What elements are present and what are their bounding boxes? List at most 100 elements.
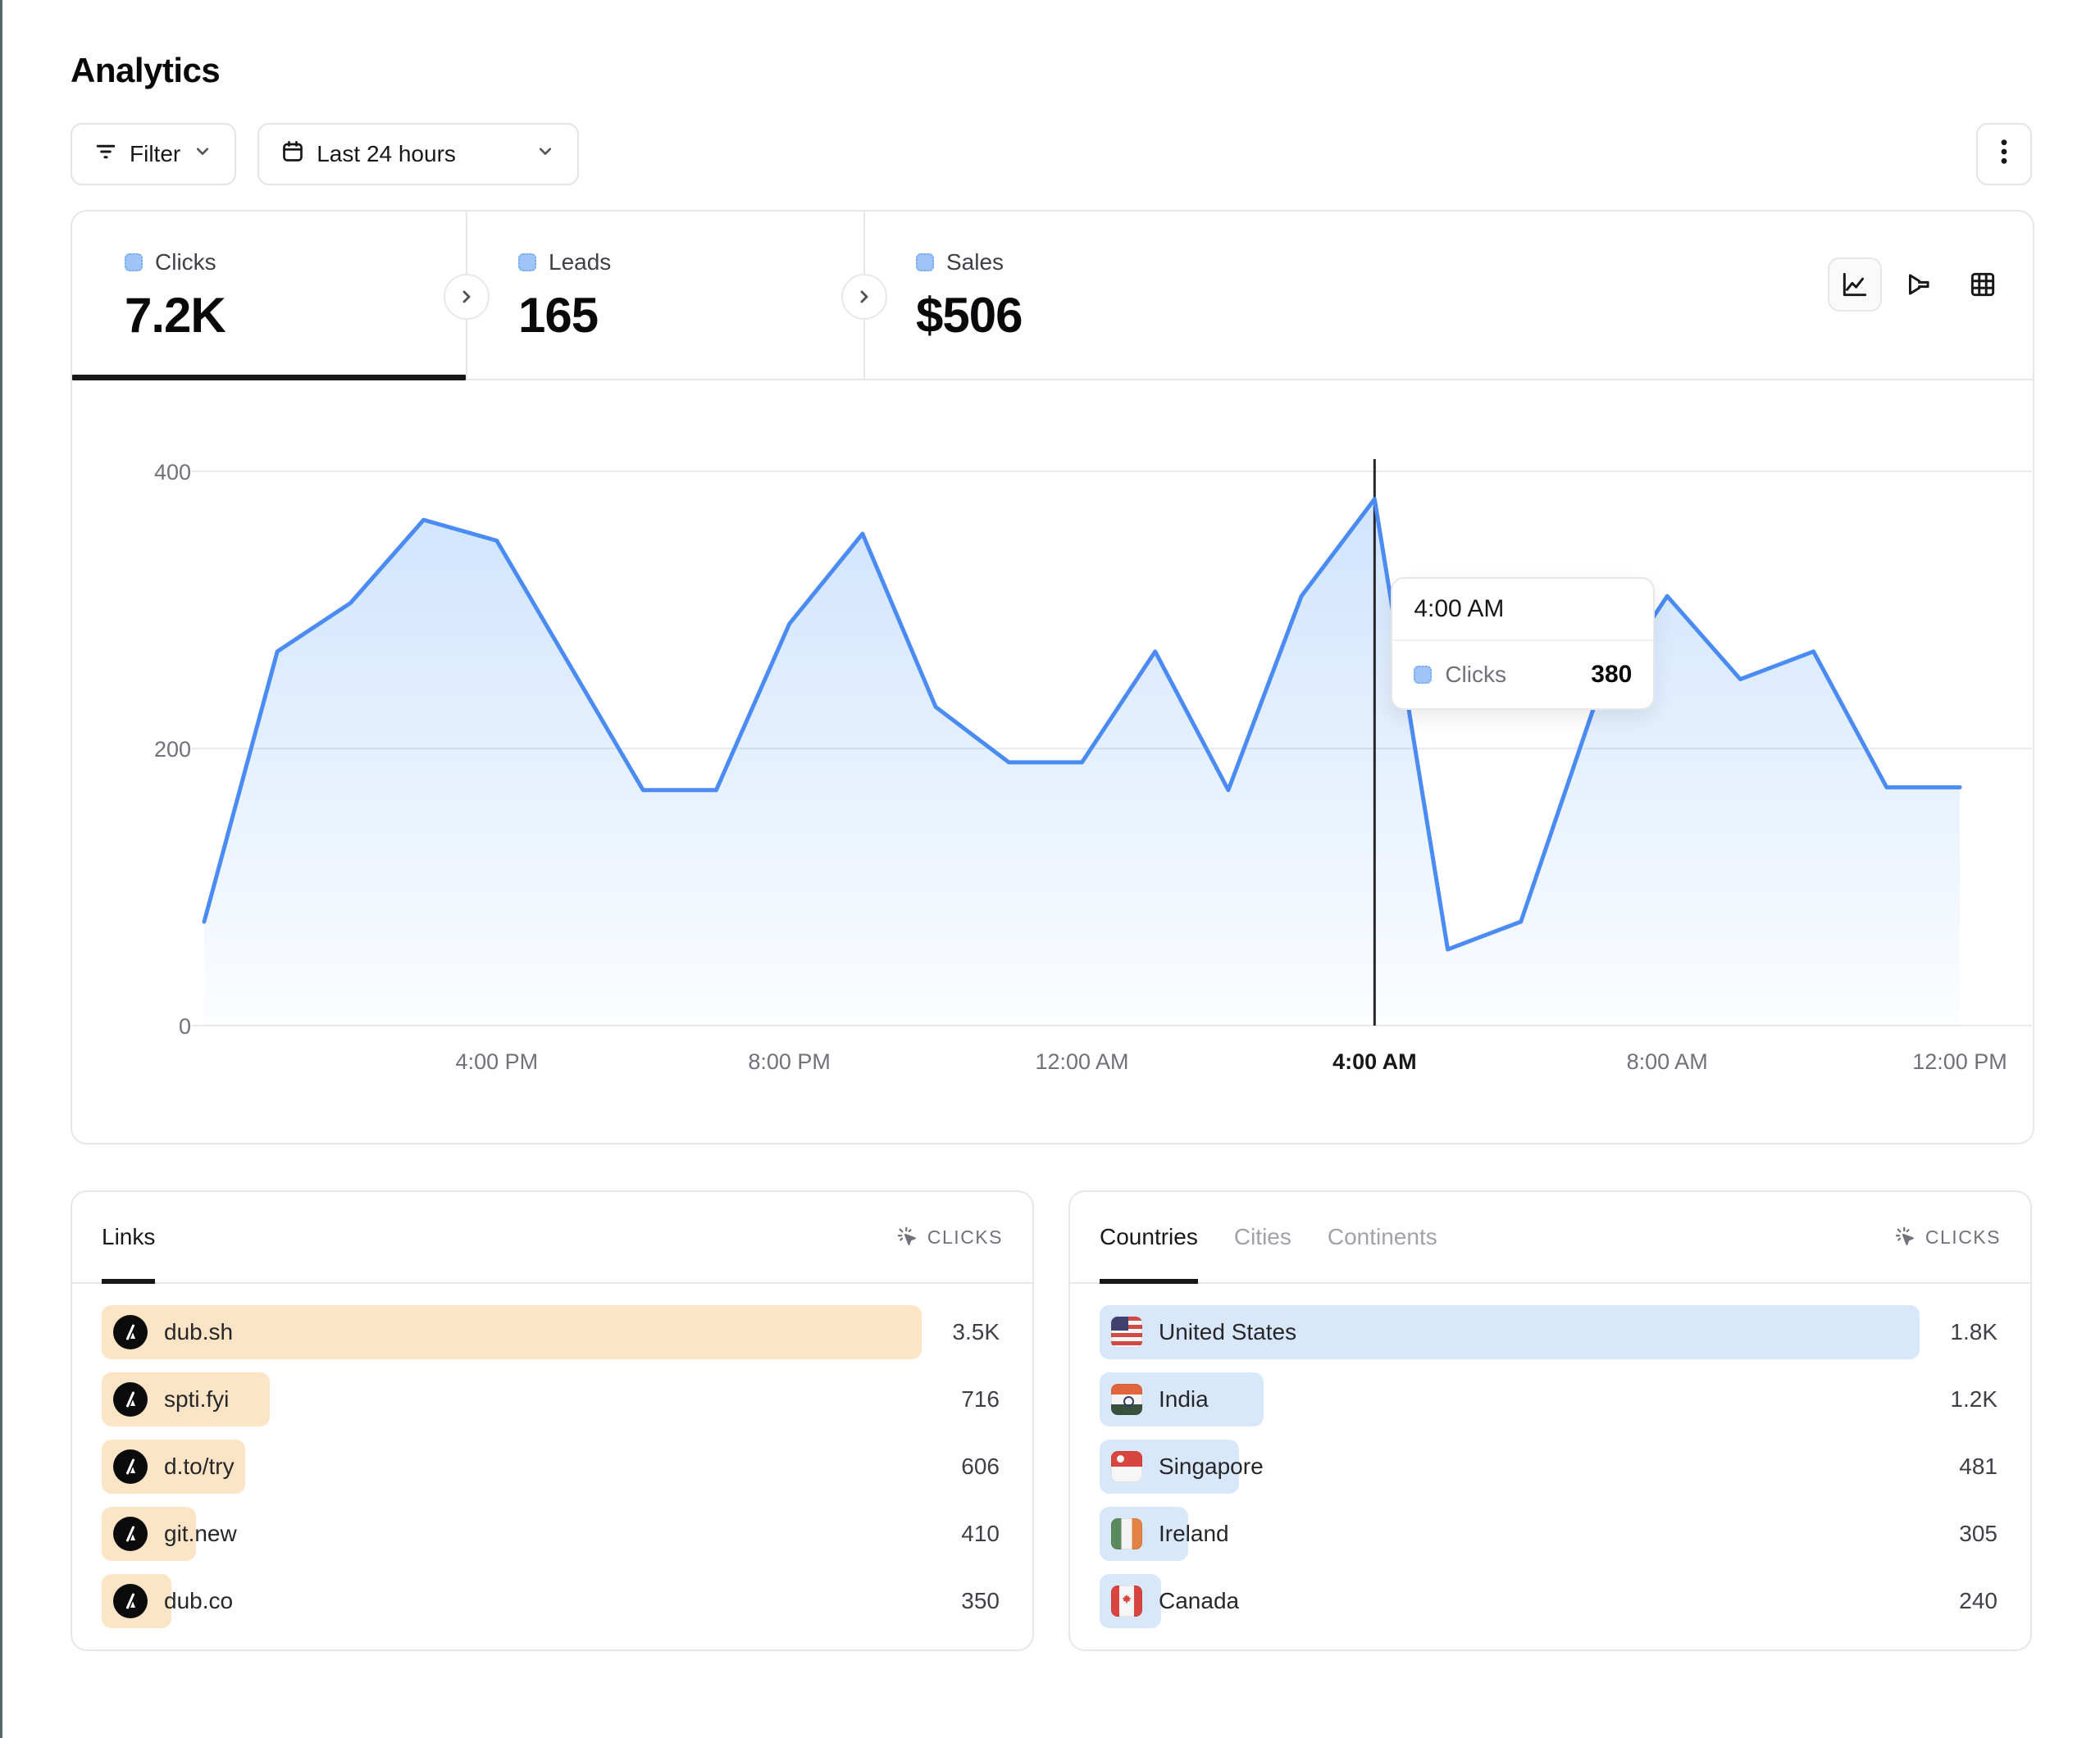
list-item-label: dub.co [164, 1588, 234, 1613]
dub-logo-icon [113, 1449, 148, 1484]
filter-icon [93, 139, 118, 170]
list-item[interactable]: Ireland 305 [1100, 1507, 2001, 1561]
metric-value: $506 [916, 288, 1023, 343]
metric-value: 7.2K [125, 288, 226, 343]
tab-continents[interactable]: Continents [1327, 1224, 1437, 1249]
x-axis-label: 8:00 PM [748, 1049, 831, 1074]
y-axis-label: 400 [154, 460, 191, 485]
list-item-value: 410 [961, 1521, 1000, 1546]
tooltip-value: 380 [1591, 661, 1633, 688]
filter-button-label: Filter [130, 141, 181, 166]
metric-value: 165 [518, 288, 599, 343]
line-chart-icon [1843, 272, 1867, 297]
list-item-value: 606 [961, 1454, 1000, 1479]
y-axis-label: 0 [179, 1014, 191, 1039]
expand-leads-button[interactable] [444, 274, 490, 320]
funnel-view-button[interactable] [1892, 257, 1946, 312]
click-share-bar [1100, 1305, 1920, 1359]
table-view-button[interactable] [1956, 257, 2010, 312]
dub-logo-icon [113, 1584, 148, 1618]
tooltip-legend-square [1414, 666, 1433, 684]
list-item[interactable]: git.new 410 [102, 1507, 1003, 1561]
list-item[interactable]: dub.co 350 [102, 1574, 1003, 1628]
expand-sales-button[interactable] [841, 274, 887, 320]
grid-icon [1970, 272, 1995, 297]
chart-view-switcher [1828, 257, 2010, 312]
list-item[interactable]: spti.fyi 716 [102, 1372, 1003, 1426]
chevron-right-icon [462, 290, 471, 303]
cursor-click-icon [897, 1226, 916, 1245]
list-item-label: Ireland [1159, 1521, 1229, 1546]
maple-leaf-icon [1122, 1594, 1132, 1604]
list-item[interactable]: United States 1.8K [1100, 1305, 2001, 1359]
sort-by-clicks[interactable]: CLICKS [1894, 1226, 2001, 1249]
sort-by-clicks[interactable]: CLICKS [896, 1226, 1003, 1249]
list-item-label: d.to/try [164, 1454, 235, 1479]
active-tab-indicator [72, 375, 466, 380]
y-axis-label: 200 [154, 737, 191, 762]
x-axis-label: 12:00 AM [1035, 1049, 1128, 1074]
flag-icon-us [1111, 1317, 1142, 1348]
metric-label: Sales [946, 249, 1004, 275]
dub-logo-icon [113, 1382, 148, 1417]
clicks-legend-square [125, 253, 143, 271]
click-share-bar [102, 1305, 922, 1359]
toolbar: Filter Last 24 hours [71, 123, 2032, 185]
analytics-page: Analytics Filter Last 24 hours [2, 0, 2100, 1651]
line-chart-view-button[interactable] [1828, 257, 1882, 312]
analytics-chart-card: Clicks 7.2K Leads 165 Sales $506 [71, 210, 2034, 1144]
list-item[interactable]: India 1.2K [1100, 1372, 2001, 1426]
links-panel-header: Links CLICKS [72, 1192, 1032, 1284]
clicks-chart-area[interactable]: 0 200 400 4:00 PM 8:00 PM 12:00 AM 4:00 AM 8:00… [72, 380, 2033, 1141]
tab-cities[interactable]: Cities [1233, 1224, 1291, 1249]
links-panel: Links CLICKS dub.sh 3.5K spti.fyi 716 [71, 1190, 1034, 1651]
clicks-area-chart: 0 200 400 4:00 PM 8:00 PM 12:00 AM 4:00 AM 8:00… [154, 459, 2032, 1074]
list-item-value: 1.8K [1950, 1319, 1998, 1344]
list-item-value: 350 [961, 1588, 1000, 1613]
chevron-down-icon [535, 141, 556, 168]
x-axis-label: 8:00 AM [1627, 1049, 1708, 1074]
flag-icon-in [1111, 1384, 1142, 1415]
date-range-button[interactable]: Last 24 hours [257, 123, 580, 185]
list-item-value: 481 [1959, 1454, 1998, 1479]
tab-countries[interactable]: Countries [1100, 1192, 1198, 1284]
tab-links[interactable]: Links [102, 1192, 156, 1284]
metric-tab-sales[interactable]: Sales $506 [863, 212, 1261, 379]
flag-icon-ie [1111, 1518, 1142, 1549]
list-item[interactable]: dub.sh 3.5K [102, 1305, 1003, 1359]
dub-logo-icon [113, 1315, 148, 1349]
metric-label: Clicks [155, 249, 216, 275]
date-range-label: Last 24 hours [317, 141, 456, 166]
metric-tabs-row: Clicks 7.2K Leads 165 Sales $506 [72, 212, 2033, 380]
list-item-value: 240 [1959, 1588, 1998, 1613]
dub-logo-icon [113, 1517, 148, 1551]
chevron-right-icon [860, 290, 868, 303]
metric-label: Leads [549, 249, 612, 275]
cursor-click-icon [1895, 1226, 1914, 1245]
countries-list: United States 1.8K India 1.2K Singapore … [1070, 1284, 2030, 1628]
tooltip-series-label: Clicks [1445, 662, 1506, 687]
page-title: Analytics [71, 51, 221, 89]
flag-icon-ca [1111, 1586, 1142, 1617]
list-item[interactable]: Canada 240 [1100, 1574, 2001, 1628]
filter-button[interactable]: Filter [71, 123, 237, 185]
metric-tab-leads[interactable]: Leads 165 [466, 212, 863, 379]
list-item-value: 3.5K [952, 1319, 1000, 1344]
x-axis-label: 4:00 PM [456, 1049, 539, 1074]
flag-icon-sg [1111, 1451, 1142, 1482]
more-options-button[interactable] [1976, 123, 2032, 185]
sales-legend-square [916, 253, 934, 271]
metric-tab-clicks[interactable]: Clicks 7.2K [72, 212, 466, 380]
list-item[interactable]: d.to/try 606 [102, 1440, 1003, 1494]
tooltip-time: 4:00 AM [1392, 579, 1654, 641]
x-axis-label: 4:00 AM [1332, 1049, 1417, 1074]
chevron-down-icon [192, 141, 213, 168]
list-item-label: India [1159, 1386, 1209, 1412]
list-item-label: git.new [164, 1521, 237, 1546]
countries-panel: Countries Cities Continents CLICKS Unite… [1068, 1190, 2032, 1651]
list-item-value: 305 [1959, 1521, 1998, 1546]
list-item-label: United States [1159, 1319, 1297, 1344]
chart-tooltip: 4:00 AM Clicks 380 [1391, 577, 1656, 710]
list-item[interactable]: Singapore 481 [1100, 1440, 2001, 1494]
calendar-icon [280, 139, 305, 170]
